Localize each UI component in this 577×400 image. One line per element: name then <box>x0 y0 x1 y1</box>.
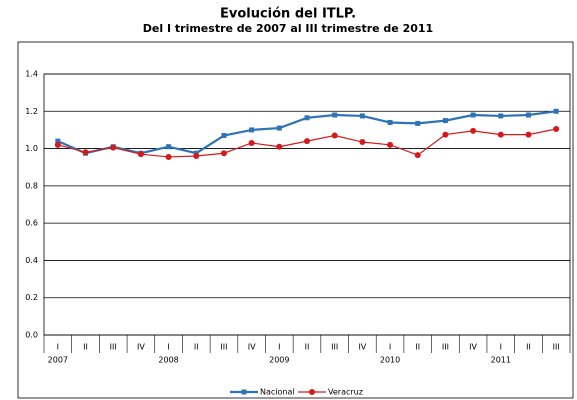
year-label: 2007 <box>48 356 68 365</box>
marker <box>54 141 61 148</box>
y-tick-label: 0.0 <box>25 331 38 340</box>
y-tick-label: 1.4 <box>25 70 38 79</box>
marker <box>332 112 338 118</box>
y-tick-label: 0.8 <box>25 181 38 190</box>
marker <box>249 127 255 133</box>
x-tick-label: II <box>305 343 310 352</box>
marker <box>331 132 338 139</box>
marker <box>276 143 283 150</box>
marker <box>387 141 394 148</box>
x-tick-label: II <box>526 343 531 352</box>
marker <box>166 144 172 150</box>
y-tick-label: 1.2 <box>25 107 38 116</box>
x-tick-label: II <box>415 343 420 352</box>
marker <box>304 138 310 145</box>
marker <box>497 131 504 138</box>
x-tick-label: I <box>57 343 59 352</box>
marker <box>193 153 200 160</box>
marker <box>525 112 531 118</box>
year-label: 2009 <box>269 356 289 365</box>
marker <box>442 131 449 138</box>
marker <box>553 125 560 132</box>
x-tick-label: III <box>553 343 560 352</box>
x-tick-label: II <box>194 343 199 352</box>
x-tick-label: I <box>167 343 169 352</box>
x-tick-label: IV <box>469 343 477 352</box>
marker <box>525 131 532 138</box>
year-label: 2010 <box>380 356 400 365</box>
marker <box>498 113 504 119</box>
x-tick-label: III <box>220 343 227 352</box>
legend-label: Veracruz <box>328 388 363 397</box>
year-label: 2008 <box>158 356 178 365</box>
marker <box>304 115 310 121</box>
marker <box>387 119 393 125</box>
marker <box>470 112 476 118</box>
marker <box>359 139 366 146</box>
x-tick-label: IV <box>358 343 366 352</box>
y-tick-label: 1.0 <box>25 144 38 153</box>
y-tick-label: 0.4 <box>25 256 38 265</box>
year-label: 2011 <box>491 356 511 365</box>
x-tick-label: I <box>500 343 502 352</box>
marker <box>359 113 365 119</box>
marker <box>442 118 448 124</box>
x-tick-label: III <box>442 343 449 352</box>
x-tick-label: I <box>278 343 280 352</box>
x-tick-label: III <box>110 343 117 352</box>
chart-title: Evolución del ITLP. <box>220 7 356 22</box>
legend-label: Nacional <box>260 388 295 397</box>
x-tick-label: IV <box>137 343 145 352</box>
legend-marker <box>241 389 247 395</box>
marker <box>165 153 172 160</box>
marker <box>470 127 477 134</box>
y-tick-label: 0.2 <box>25 293 38 302</box>
marker <box>276 125 282 131</box>
marker <box>55 138 61 144</box>
marker <box>248 139 255 146</box>
chart-subtitle: Del I trimestre de 2007 al III trimestre… <box>143 22 433 35</box>
marker <box>553 108 559 114</box>
marker <box>414 152 421 159</box>
chart-frame <box>17 41 574 399</box>
legend-marker <box>309 389 315 395</box>
marker <box>220 150 227 157</box>
x-tick-label: III <box>331 343 338 352</box>
x-tick-label: II <box>83 343 88 352</box>
x-tick-label: I <box>389 343 391 352</box>
y-tick-label: 0.6 <box>25 219 38 228</box>
marker <box>110 144 117 151</box>
marker <box>82 149 89 156</box>
marker <box>137 151 144 158</box>
plot-area <box>43 73 571 336</box>
x-tick-label: IV <box>248 343 256 352</box>
marker <box>415 120 421 126</box>
marker <box>221 133 227 139</box>
